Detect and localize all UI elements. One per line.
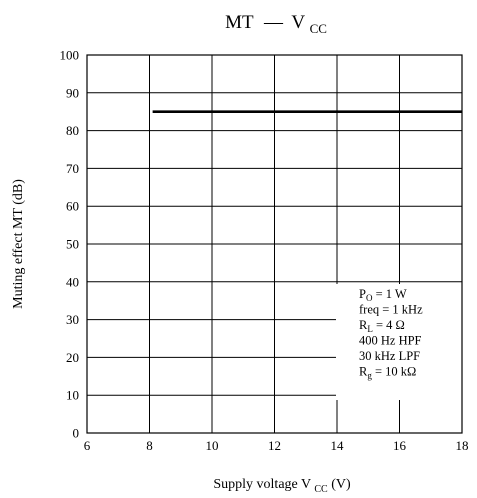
y-tick-label: 0 <box>73 426 80 441</box>
y-tick-label: 20 <box>66 350 79 365</box>
title-sub: CC <box>310 21 327 36</box>
x-axis-label: Supply voltage V CC (V) <box>213 477 351 496</box>
y-tick-label: 60 <box>66 199 79 214</box>
condition-line: Rg = 10 kΩ <box>359 365 416 381</box>
y-tick-label: 10 <box>66 388 79 403</box>
grid-lines <box>87 55 462 433</box>
y-tick-label: 90 <box>66 85 79 100</box>
condition-line: freq = 1 kHz <box>359 303 423 317</box>
conditions-box-background <box>336 284 462 400</box>
x-axis-label-pre: Supply voltage V <box>213 477 311 492</box>
chart-title: MT — V CC <box>225 12 327 36</box>
condition-line: 30 kHz LPF <box>359 349 420 363</box>
x-tick-label: 10 <box>206 438 219 453</box>
x-tick-label: 8 <box>146 438 153 453</box>
tick-labels: 6 8 10 12 14 16 18 0 10 20 30 40 50 60 70 80 90 100 <box>60 48 469 454</box>
title-base: V <box>291 12 305 33</box>
condition-line: 400 Hz HPF <box>359 334 422 348</box>
y-tick-label: 50 <box>66 237 79 252</box>
x-axis-label-post: (V) <box>331 477 351 492</box>
condition-line: RL = 4 Ω <box>359 318 405 334</box>
y-tick-label: 30 <box>66 312 79 327</box>
x-axis-label-sub: CC <box>314 484 328 495</box>
title-main: MT <box>225 12 254 33</box>
x-tick-label: 12 <box>268 438 281 453</box>
x-tick-label: 16 <box>393 438 407 453</box>
y-axis-label: Muting effect MT (dB) <box>11 179 26 309</box>
y-tick-label: 70 <box>66 161 79 176</box>
plot-frame <box>86 54 463 434</box>
x-tick-label: 14 <box>331 438 345 453</box>
y-tick-label: 80 <box>66 123 79 138</box>
x-tick-label: 6 <box>84 438 91 453</box>
y-tick-label: 40 <box>66 274 79 289</box>
title-dash: — <box>263 12 284 33</box>
condition-line: PO = 1 W <box>359 287 407 303</box>
x-tick-label: 18 <box>456 438 469 453</box>
y-tick-label: 100 <box>60 48 80 63</box>
